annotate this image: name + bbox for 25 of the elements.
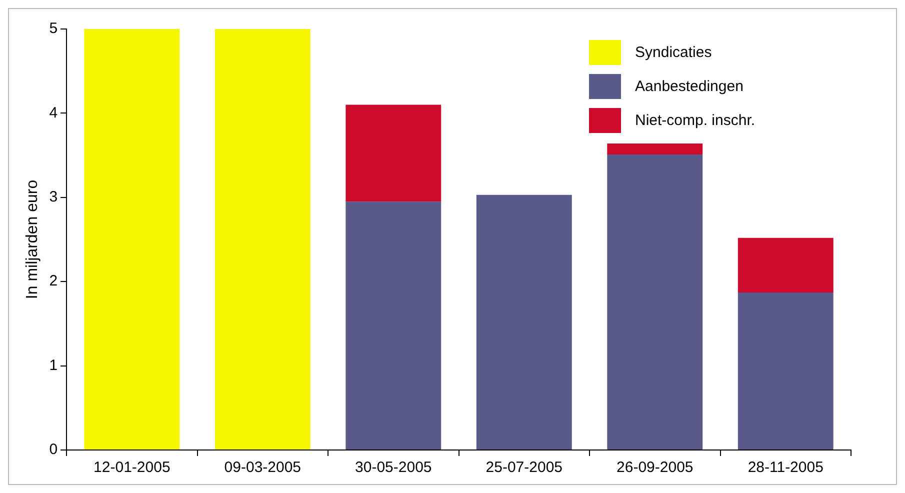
- y-tick-label: 5: [49, 20, 58, 38]
- legend-label: Syndicaties: [635, 44, 712, 60]
- x-tick-label: 26-09-2005: [616, 459, 694, 476]
- x-tick-label: 09-03-2005: [224, 459, 302, 476]
- bar: [738, 292, 834, 450]
- bar: [476, 194, 572, 450]
- bar: [607, 144, 703, 154]
- y-tick-label: 0: [49, 441, 58, 458]
- x-tick-label: 30-05-2005: [355, 459, 432, 476]
- bar: [346, 202, 442, 450]
- x-tick-label: 25-07-2005: [486, 459, 563, 476]
- y-axis-title: In miljarden euro: [24, 180, 42, 300]
- bar: [607, 154, 703, 450]
- x-tick-label: 12-01-2005: [94, 459, 170, 476]
- bar: [84, 29, 180, 450]
- bar: [214, 29, 310, 450]
- legend-label: Aanbestedingen: [635, 78, 744, 94]
- legend-label: Niet-comp. inschr.: [635, 112, 756, 128]
- y-tick-label: 1: [49, 356, 58, 374]
- y-tick-label: 4: [49, 104, 58, 122]
- x-tick-label: 28-11-2005: [748, 459, 824, 476]
- y-tick-label: 3: [49, 188, 58, 206]
- bar: [346, 104, 442, 202]
- y-tick-label: 2: [49, 272, 58, 290]
- bar: [738, 238, 834, 293]
